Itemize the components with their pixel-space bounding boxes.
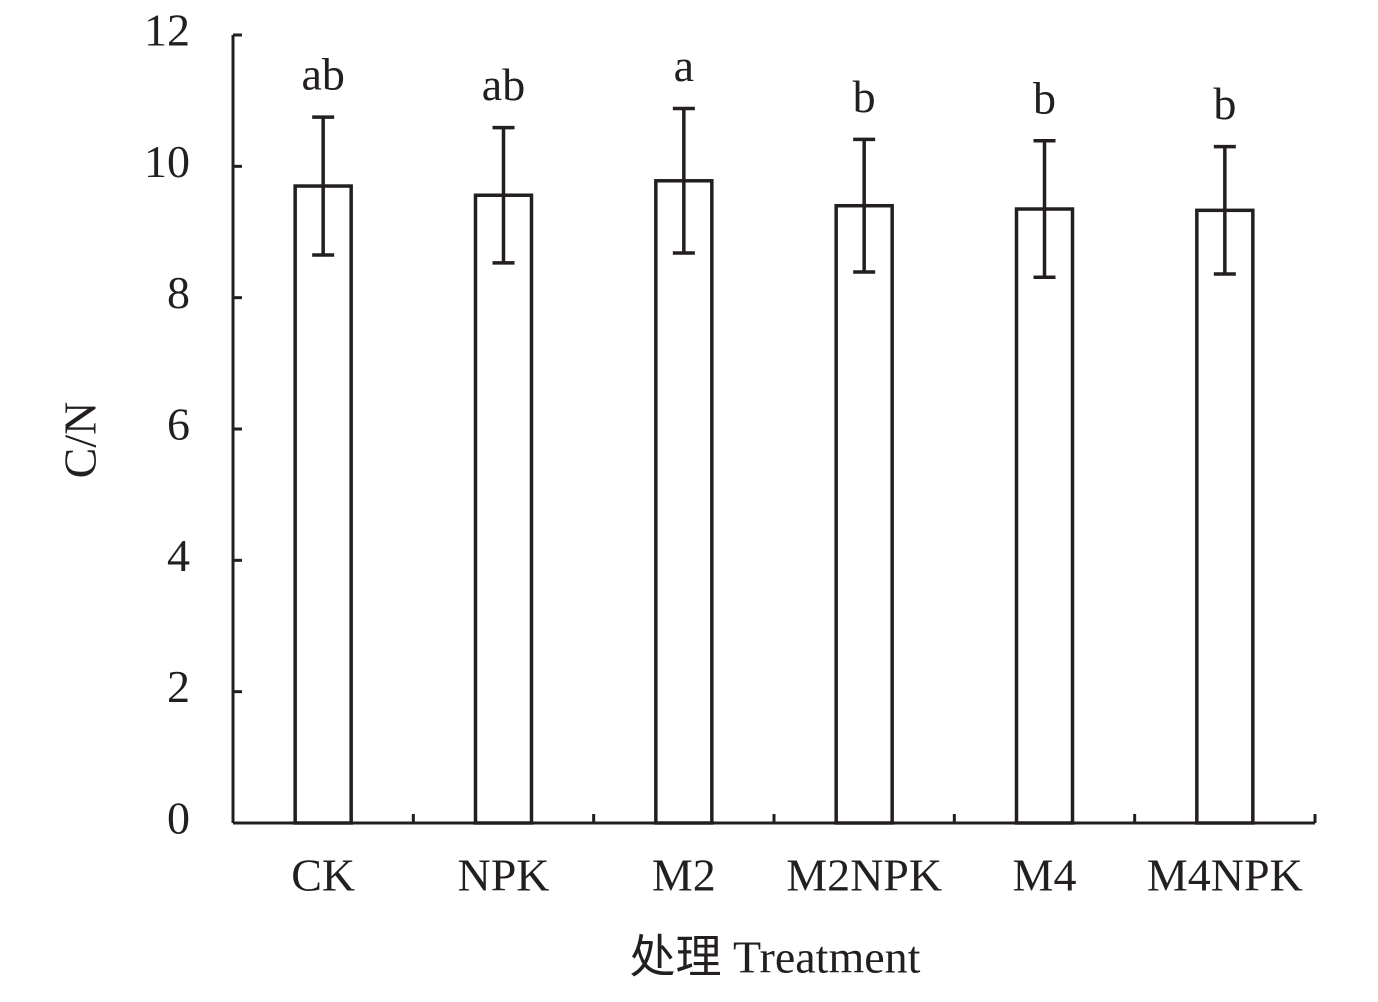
x-tick-label: M4NPK [1147, 850, 1303, 901]
bar [293, 184, 353, 825]
bar [654, 179, 714, 825]
error-bar [492, 125, 515, 265]
x-tick-label: NPK [457, 850, 549, 901]
y-tick-label: 2 [167, 661, 190, 712]
bar [1014, 207, 1075, 825]
significance-label: b [1213, 78, 1236, 129]
error-bar [1033, 138, 1056, 280]
y-tick-label: 12 [144, 5, 190, 56]
y-tick-label: 8 [167, 267, 190, 318]
y-axis-label: C/N [55, 402, 106, 479]
error-bar [853, 137, 876, 274]
y-tick-label: 0 [167, 793, 190, 844]
bar [834, 203, 894, 825]
x-tick-label: M2NPK [786, 850, 942, 901]
x-tick-label: M2 [652, 850, 716, 901]
y-tick-label: 6 [167, 399, 190, 450]
significance-label: a [674, 40, 694, 91]
significance-label: b [853, 71, 876, 122]
y-tick-label: 10 [144, 136, 190, 187]
y-tick-label: 4 [167, 530, 190, 581]
significance-label: ab [482, 59, 525, 110]
error-bar [312, 115, 335, 257]
significance-label: ab [301, 49, 344, 100]
x-tick-label: M4 [1013, 850, 1077, 901]
x-axis-label: 处理 Treatment [630, 932, 921, 983]
bar [473, 193, 534, 825]
x-tick-label: CK [291, 850, 355, 901]
bar [1195, 208, 1255, 825]
error-bar [672, 106, 695, 255]
error-bar [1213, 144, 1236, 276]
significance-label: b [1033, 72, 1056, 123]
